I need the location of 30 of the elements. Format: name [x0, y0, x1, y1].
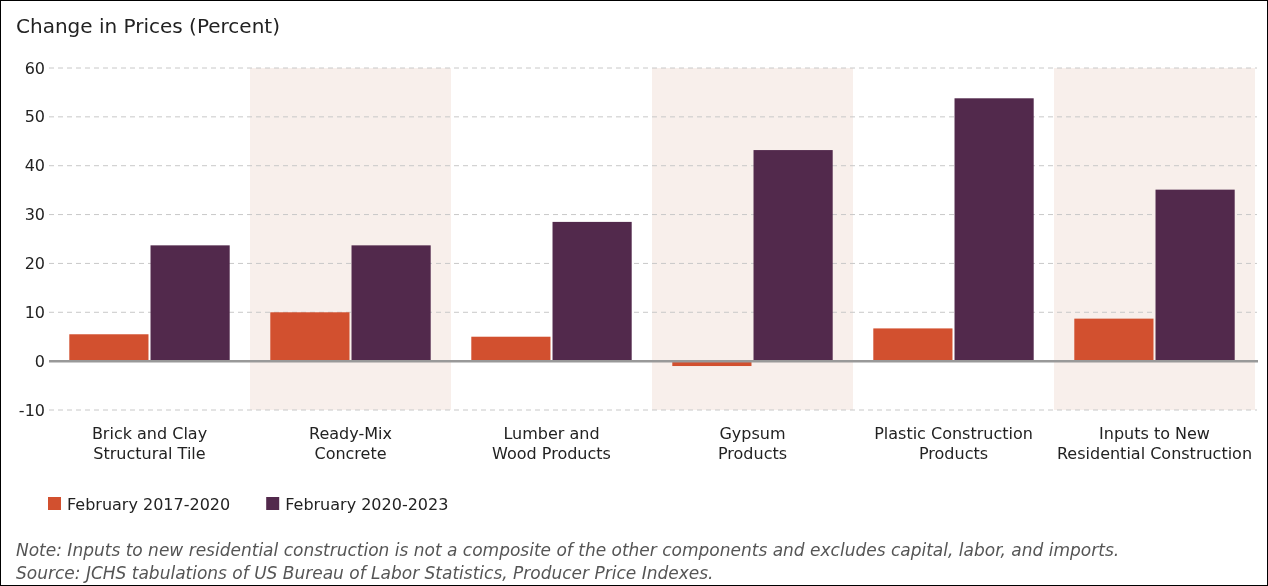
bar — [1155, 189, 1235, 362]
bar — [753, 150, 833, 362]
bar — [270, 312, 350, 362]
legend-label: February 2017-2020 — [67, 495, 231, 514]
y-tick-label: 30 — [24, 205, 45, 225]
bar — [873, 328, 953, 362]
legend-label: February 2020-2023 — [285, 495, 449, 514]
y-tick-label: 50 — [24, 107, 45, 127]
text: Note: Inputs to new residential construction is not a composite of the other components and excludes capital, labor, and imports. — [16, 540, 1120, 560]
bar — [552, 221, 632, 362]
y-tick-label: 20 — [24, 254, 45, 274]
y-tick-label: 60 — [24, 58, 45, 78]
x-tick-label: Inputs to New Residential Construction — [1056, 424, 1253, 463]
x-tick-label: Ready-Mix Concrete — [309, 424, 392, 463]
bar — [471, 336, 551, 362]
bar — [69, 334, 149, 362]
bar — [150, 245, 230, 362]
y-axis-title: Change in Prices (Percent) — [16, 14, 280, 38]
y-tick-label: 0 — [34, 351, 45, 371]
x-tick-label: Brick and Clay Structural Tile — [91, 424, 208, 463]
x-tick-label: Lumber and Wood Products — [492, 424, 611, 463]
y-tick-label: 40 — [24, 156, 45, 176]
bar — [1074, 318, 1154, 362]
source-note: Source: JCHS tabulations of US Bureau of Labor Statistics, Producer Price Indexes. — [16, 563, 714, 583]
bar — [954, 98, 1034, 362]
bar — [351, 245, 431, 362]
y-tick-label: -10 — [18, 400, 45, 420]
x-tick-label: Plastic Construction Products — [874, 424, 1033, 463]
x-tick-label: Gypsum Products — [717, 424, 788, 463]
y-tick-label: 10 — [24, 302, 45, 322]
